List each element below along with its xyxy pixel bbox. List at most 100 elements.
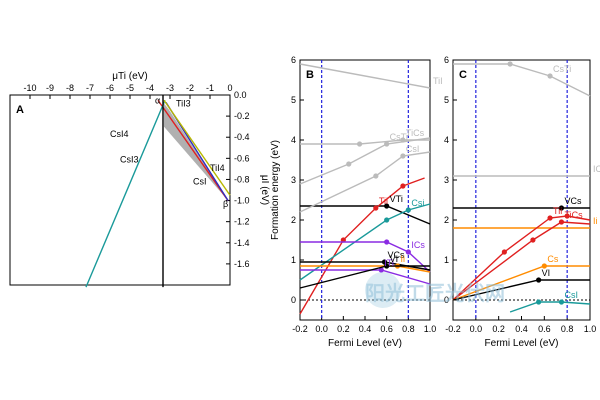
- x-tick-label: -8: [66, 83, 74, 93]
- annotation-label: CsI4: [110, 129, 129, 139]
- series-point-Tii: [501, 249, 507, 255]
- series-label-Cs: Cs: [547, 254, 558, 264]
- series-label-Csi: Csi: [411, 198, 424, 208]
- series-line-TiCs: [452, 221, 591, 301]
- x-tick-label: -3: [166, 83, 174, 93]
- series-point-CsTi: [507, 61, 513, 67]
- series-label-Ii: Ii: [593, 216, 598, 226]
- x-tick-label: -1: [206, 83, 214, 93]
- series-line-CsI: [509, 301, 591, 313]
- series-point-CsTi: [547, 73, 553, 79]
- y-tick-label: -0.6: [234, 153, 250, 163]
- x-tick-label: -6: [106, 83, 114, 93]
- y-tick-label: -1.6: [234, 259, 250, 269]
- annotation-label: CsI3: [120, 155, 139, 165]
- annotation-label: α: [155, 95, 160, 105]
- series-line-ICs: [300, 241, 431, 273]
- series-point-Cs: [541, 263, 547, 269]
- y-tick-label: 2: [291, 215, 296, 225]
- series-label-ITi: ITi: [384, 258, 394, 268]
- annotation-label: CsI: [193, 177, 207, 187]
- series-label-Ii: Ii: [401, 254, 406, 264]
- panel-letter: C: [459, 69, 467, 81]
- y-tick-label: -1.2: [234, 217, 250, 227]
- x-axis-label: μTi (eV): [112, 71, 147, 82]
- series-point-VTi: [384, 203, 390, 209]
- annotation-label: β: [223, 199, 228, 209]
- series-label-TiCs: TiCs: [564, 210, 583, 220]
- panel-letter: A: [16, 104, 24, 116]
- y-tick-label: 6: [444, 55, 449, 65]
- x-tick-label: 0.8: [561, 324, 574, 334]
- annotation-label: TiI3: [176, 99, 191, 109]
- y-tick-label: -0.8: [234, 174, 250, 184]
- series-point-VCs: [558, 205, 565, 211]
- series-label-TiCs: TiCs: [406, 128, 425, 138]
- panel-b: B -0.2 0.0 0.2 0.4 0.6 0.8 1.0 0 1 2 3 4 5 6 Fermi Leve…: [270, 55, 443, 349]
- panel-c: C -0.2 0.0 0.2 0.4 0.6 0.8 1.0 0 1 2 3 4 5 6 Fermi Leve…: [444, 55, 600, 349]
- series-line-TiI: [299, 63, 431, 89]
- y-tick-label: 2: [444, 215, 449, 225]
- y-tick-label: 5: [291, 95, 296, 105]
- series-point-TiCs: [530, 237, 536, 243]
- series-label-Tii: Tii: [553, 206, 562, 216]
- x-tick-label: 0: [227, 83, 232, 93]
- x-tick-label: -10: [23, 83, 36, 93]
- series-line-CsI3: [85, 100, 166, 288]
- y-axis-label: μI (eV): [259, 175, 270, 205]
- y-tick-label: -0.2: [234, 111, 250, 121]
- series-label-VTi: VTi: [390, 194, 403, 204]
- annotation-label: TiI4: [210, 163, 225, 173]
- series-point-ICs: [384, 239, 390, 245]
- x-axis-label: Fermi Level (eV): [328, 338, 402, 349]
- x-tick-label: -0.2: [445, 324, 461, 334]
- series-point-CsI: [536, 299, 542, 305]
- y-axis-label: Formation energy (eV): [270, 140, 281, 240]
- x-tick-label: 0.2: [492, 324, 505, 334]
- y-tick-label: 0.0: [234, 90, 247, 100]
- x-tick-label: 0.4: [359, 324, 372, 334]
- series-line-Csi: [299, 203, 431, 281]
- series-point-VI: [384, 263, 390, 269]
- series-line-CsTi: [453, 63, 591, 97]
- series-label-CsTi: CsTi: [390, 132, 408, 142]
- y-tick-label: -1.4: [234, 238, 250, 248]
- series-point-Tii: [340, 237, 346, 243]
- axes-frame: [9, 94, 231, 286]
- y-tick-label: 1: [291, 255, 296, 265]
- series-label-VI: VI: [542, 268, 551, 278]
- x-tick-label: 0.6: [538, 324, 551, 334]
- series-point-Tii: [373, 205, 379, 211]
- y-tick-label: 4: [444, 135, 449, 145]
- series-point-ICs: [405, 249, 411, 255]
- series-point-Tii: [564, 213, 570, 219]
- series-label-Tii: Tii: [379, 196, 388, 206]
- watermark-text: 阳光工匠光伏网: [365, 281, 505, 305]
- series-label-VCs: VCs: [564, 196, 582, 206]
- y-tick-label: 0: [444, 295, 449, 305]
- y-tick-label: 3: [444, 175, 449, 185]
- series-point-TiCs: [356, 141, 363, 147]
- y-tick-label: 5: [444, 95, 449, 105]
- series-point-CsI: [400, 153, 406, 159]
- y-tick-label: -0.4: [234, 132, 250, 142]
- panel-letter: B: [306, 69, 314, 81]
- x-tick-label: 0.0: [315, 324, 328, 334]
- series-point-Tii: [400, 183, 406, 189]
- series-label-VCs: VCs: [388, 250, 406, 260]
- series-point-CsTi: [384, 141, 390, 147]
- series-label-CsTi: CsTi: [553, 64, 571, 74]
- series-point-Csi: [405, 207, 411, 213]
- series-point-CsI: [558, 299, 565, 305]
- x-tick-label: 0.2: [337, 324, 350, 334]
- panel-a: A-10 -9 -8 -7 -6 -5 -4 -3 -2 -1 00.0-0.2-0.4-0.6-0…: [9, 71, 270, 288]
- series-label-ICs: ICs: [411, 240, 425, 250]
- y-tick-label: -1.0: [234, 196, 250, 206]
- series-label-ICs: ICs: [593, 164, 600, 174]
- x-tick-label: 0.6: [380, 324, 393, 334]
- series-point-CsI: [373, 173, 379, 179]
- series-point-ITi: [378, 267, 384, 273]
- y-tick-label: 6: [291, 55, 296, 65]
- x-axis-label: Fermi Level (eV): [485, 338, 559, 349]
